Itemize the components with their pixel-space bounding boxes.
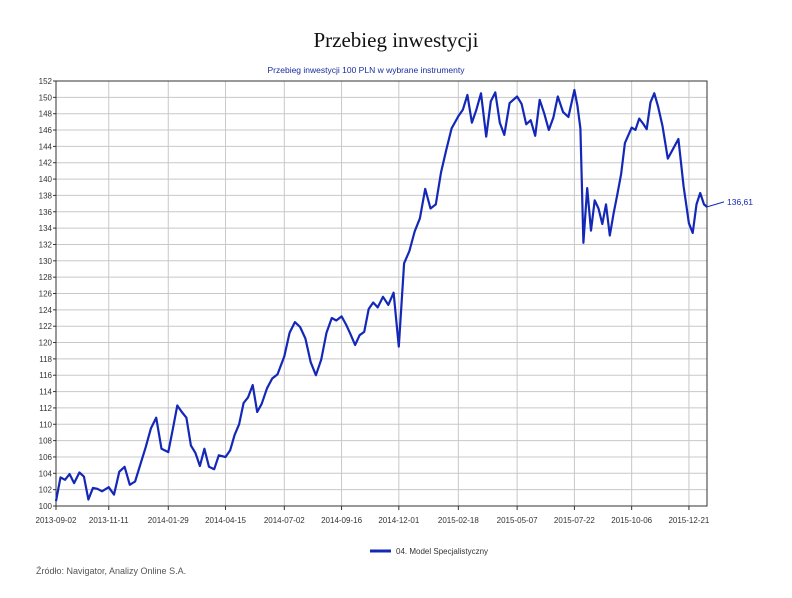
legend-label: 04. Model Specjalistyczny (396, 547, 488, 556)
page-title: Przebieg inwestycji (313, 28, 479, 52)
grid (55, 80, 707, 507)
y-tick-label: 148 (39, 110, 53, 119)
x-tick-label: 2014-07-02 (264, 516, 305, 525)
x-tick-label: 2015-10-06 (611, 516, 652, 525)
x-tick-label: 2015-05-07 (497, 516, 538, 525)
y-tick-label: 112 (39, 404, 52, 413)
y-tick-label: 114 (39, 388, 52, 397)
chart-subtitle: Przebieg inwestycji 100 PLN w wybrane in… (267, 65, 465, 75)
series-line (54, 88, 708, 502)
y-tick-label: 126 (39, 290, 53, 299)
x-tick-label: 2013-09-02 (36, 516, 77, 525)
x-tick-label: 2014-12-01 (378, 516, 419, 525)
y-tick-label: 120 (39, 339, 53, 348)
y-tick-label: 152 (39, 77, 53, 86)
y-tick-label: 132 (39, 240, 53, 249)
y-tick-label: 106 (39, 453, 53, 462)
y-tick-label: 138 (39, 191, 53, 200)
x-tick-label: 2015-12-21 (668, 516, 709, 525)
y-tick-label: 130 (39, 257, 53, 266)
end-value-label: 136,61 (727, 197, 753, 207)
y-tick-label: 122 (39, 322, 53, 331)
y-axis: 100 102 104 106 108 110 112 114 116 118 120 122 124 1… (39, 77, 56, 511)
y-tick-label: 134 (39, 224, 53, 233)
source-text: Źródło: Navigator, Analizy Online S.A. (36, 566, 187, 576)
y-tick-label: 144 (39, 142, 53, 151)
x-tick-label: 2014-01-29 (148, 516, 189, 525)
y-tick-label: 128 (39, 273, 53, 282)
y-tick-label: 150 (39, 93, 53, 102)
y-tick-label: 108 (39, 437, 53, 446)
legend: 04. Model Specjalistyczny (370, 547, 488, 556)
x-tick-label: 2015-07-22 (554, 516, 595, 525)
y-tick-label: 146 (39, 126, 53, 135)
y-tick-label: 102 (39, 486, 53, 495)
y-tick-label: 116 (39, 371, 52, 380)
y-tick-label: 124 (39, 306, 53, 315)
x-tick-label: 2013-11-11 (89, 516, 129, 525)
y-tick-label: 104 (39, 469, 53, 478)
y-tick-label: 110 (39, 420, 52, 429)
series-layer (54, 88, 708, 502)
x-axis: 2013-09-02 2013-11-11 2014-01-29 2014-04-15… (36, 506, 710, 525)
y-tick-label: 136 (39, 208, 53, 217)
end-label-leader (706, 201, 725, 208)
y-tick-label: 142 (39, 159, 53, 168)
x-tick-label: 2014-04-15 (205, 516, 246, 525)
x-tick-label: 2014-09-16 (321, 516, 362, 525)
y-tick-label: 140 (39, 175, 53, 184)
y-tick-label: 100 (39, 502, 53, 511)
x-tick-label: 2015-02-18 (438, 516, 479, 525)
end-label-group: 136,61 (706, 197, 753, 208)
y-tick-label: 118 (39, 355, 52, 364)
